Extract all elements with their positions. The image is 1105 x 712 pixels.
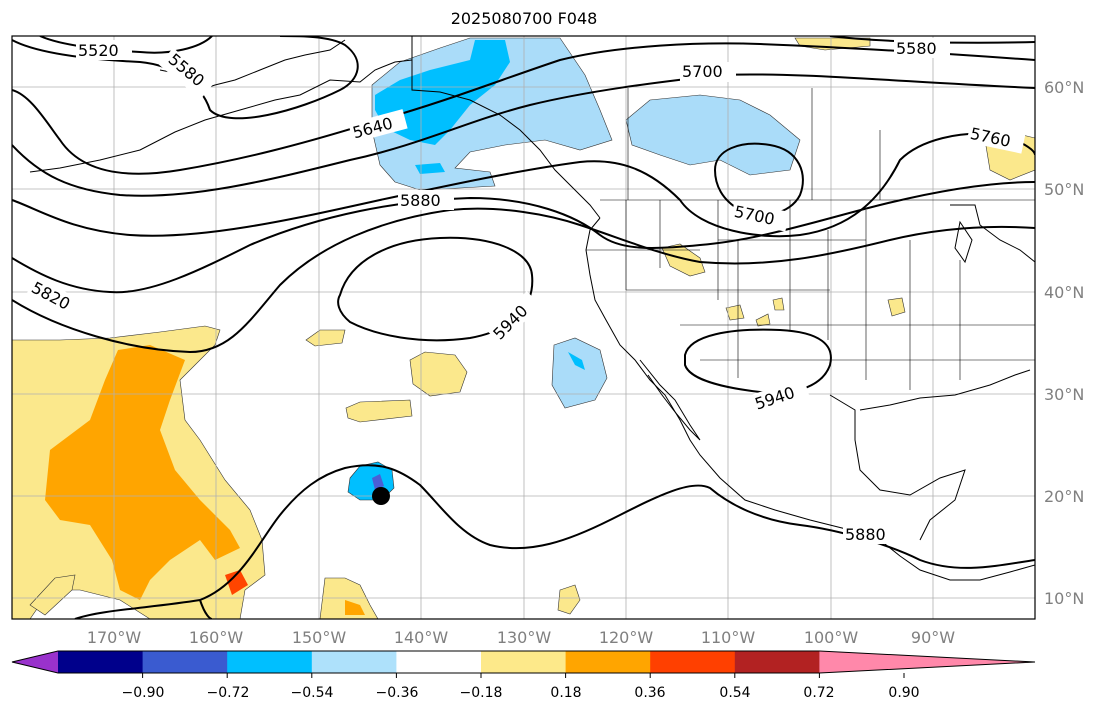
colorbar-tick-label: −0.54: [291, 685, 334, 701]
contour-label: 5580: [896, 39, 937, 58]
map-title: 2025080700 F048: [450, 9, 598, 28]
contour-label: 5520: [78, 41, 119, 60]
colorbar-tick-label: −0.72: [207, 685, 250, 701]
contour-label: 5880: [845, 525, 886, 544]
positive-area-arizona: [725, 304, 745, 321]
longitude-labels: 170°W 160°W 150°W 140°W 130°W 120°W 110°…: [87, 628, 955, 647]
positive-area-small-3: [305, 329, 346, 347]
station-marker: [372, 487, 390, 505]
negative-area-offshore-california: [551, 337, 608, 409]
colorbar-tick-label: 0.72: [803, 685, 834, 701]
positive-area-sw-corner: [29, 574, 76, 616]
positive-area-small-2: [345, 399, 413, 423]
positive-core-west-pacific: [225, 570, 248, 595]
map-frame: [11, 35, 1036, 620]
negative-area-bc-small: [415, 163, 445, 174]
colorbar-segment: [481, 651, 567, 673]
strong-positive-south-central: [345, 600, 365, 615]
contour-5880-outer: [12, 207, 1035, 354]
positive-area-nm-1: [755, 313, 771, 327]
colorbar: [11, 650, 1036, 678]
positive-area-missouri: [887, 297, 906, 317]
colorbar-segment: [565, 651, 651, 673]
coastlines: [29, 36, 1035, 581]
contour-5640: [12, 42, 1035, 175]
contour-5820: [12, 181, 1035, 294]
lon-label: 110°W: [701, 628, 756, 647]
contour-5940-mexico: [684, 328, 832, 394]
colorbar-tick-label: 0.54: [719, 685, 750, 701]
colorbar-tick-label: 0.90: [888, 685, 919, 701]
positive-area-south-central: [319, 577, 379, 619]
negative-area-canada: [625, 94, 801, 176]
lon-label: 150°W: [292, 628, 347, 647]
colorbar-segment: [58, 651, 144, 673]
lat-label: 40°N: [1044, 283, 1084, 302]
colorbar-tick-label: 0.36: [634, 685, 665, 701]
colorbar-segment: [311, 651, 397, 673]
contour-5580: [12, 36, 359, 120]
colorbar-tick-labels: −0.90 −0.72 −0.54 −0.36 −0.18 0.18 0.36 …: [122, 685, 920, 701]
lat-label: 60°N: [1044, 78, 1084, 97]
colorbar-segment: [734, 651, 820, 673]
graticule: [12, 36, 1035, 619]
lon-label: 160°W: [189, 628, 244, 647]
colorbar-tick-label: −0.36: [376, 685, 419, 701]
contour-5700-low: [713, 142, 804, 216]
colorbar-tick-label: −0.90: [122, 685, 165, 701]
colorbar-outline: [11, 650, 1036, 674]
strong-negative-hawaii: [372, 474, 384, 490]
lat-label: 20°N: [1044, 487, 1084, 506]
colorbar-tick-label: 0.18: [550, 685, 581, 701]
lat-label: 50°N: [1044, 180, 1084, 199]
contour-5760: [12, 132, 1035, 238]
lon-label: 100°W: [804, 628, 859, 647]
contour-label: 5880: [400, 191, 441, 210]
lat-label: 30°N: [1044, 385, 1084, 404]
lat-label: 10°N: [1044, 589, 1084, 608]
latitude-labels: 60°N 50°N 40°N 30°N 20°N 10°N: [1044, 78, 1084, 608]
colorbar-tick-label: −0.18: [460, 685, 503, 701]
strong-positive-west-pacific: [45, 345, 240, 600]
colorbar-segment: [142, 651, 228, 673]
colorbar-segment: [227, 651, 313, 673]
colorbar-extend-max: [819, 651, 1035, 673]
contour-label: 5700: [682, 62, 723, 81]
lon-label: 90°W: [911, 628, 955, 647]
lon-label: 130°W: [497, 628, 552, 647]
positive-area-utah: [661, 243, 706, 277]
positive-area-nm-2: [772, 297, 785, 311]
contour-5520: [39, 36, 213, 54]
height-contours: [12, 36, 1035, 619]
lon-label: 120°W: [599, 628, 654, 647]
positive-area-se-pacific: [557, 584, 581, 615]
lon-label: 140°W: [394, 628, 449, 647]
lon-label: 170°W: [87, 628, 142, 647]
negative-core-offshore-california: [568, 352, 585, 370]
contour-5700-north: [12, 73, 1035, 197]
anomaly-shading: [12, 37, 1035, 619]
colorbar-extend-min: [12, 651, 58, 673]
positive-area-small-1: [409, 351, 468, 397]
colorbar-segment: [396, 651, 482, 673]
colorbar-segment: [650, 651, 736, 673]
